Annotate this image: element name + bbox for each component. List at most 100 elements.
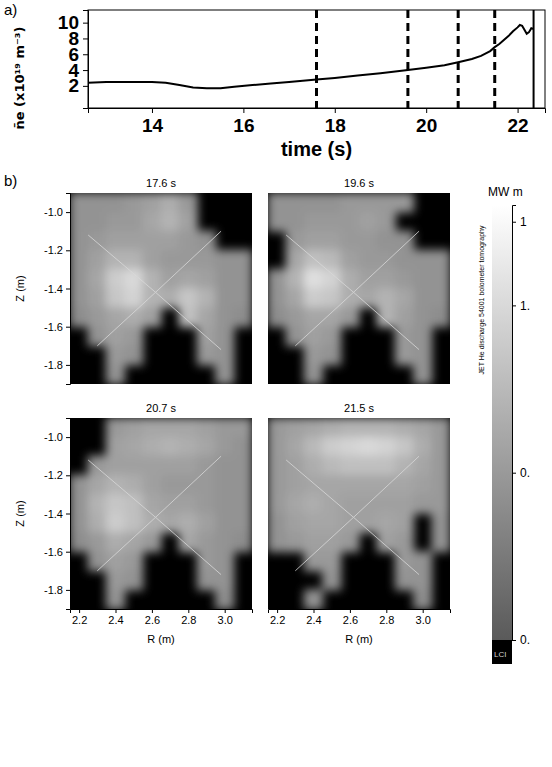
map-cell xyxy=(215,589,234,609)
map-cell xyxy=(215,269,234,289)
tick: -1.4 xyxy=(44,283,70,295)
map-cell xyxy=(88,269,107,289)
map-cell xyxy=(106,231,125,251)
map-cell xyxy=(124,250,143,270)
map-cell xyxy=(304,513,323,533)
tick: 0. xyxy=(512,466,530,480)
x-axis-title: time (s) xyxy=(281,138,352,160)
map-cell xyxy=(106,494,125,514)
panel-title: 21.5 s xyxy=(344,402,374,414)
colorbar: LCI11.0.0.MW mJET He discharge 54001 bol… xyxy=(478,185,530,664)
map-cell xyxy=(286,307,305,327)
map-cell xyxy=(233,456,252,476)
map-cell xyxy=(340,475,359,495)
map-cell xyxy=(304,231,323,251)
tick-mark xyxy=(518,108,519,113)
axis-line xyxy=(269,610,451,614)
map-cell xyxy=(106,307,125,327)
map-cell xyxy=(179,288,198,308)
map-cell xyxy=(304,288,323,308)
map-cell xyxy=(106,513,125,533)
tick-mark xyxy=(66,552,70,553)
map-cell xyxy=(215,513,234,533)
map-cell xyxy=(70,269,89,289)
map-cell xyxy=(395,418,414,438)
map-cell xyxy=(340,231,359,251)
map-cell xyxy=(286,475,305,495)
map-cell xyxy=(124,231,143,251)
axis-line xyxy=(83,11,89,109)
map-cell xyxy=(304,494,323,514)
tick-mark xyxy=(512,473,516,474)
map-cell xyxy=(106,269,125,289)
map-cell xyxy=(359,475,378,495)
map-cell xyxy=(304,456,323,476)
map-cell xyxy=(340,418,359,438)
map-cell xyxy=(215,345,234,365)
map-cell xyxy=(88,326,107,346)
separatrix xyxy=(286,235,419,350)
map-cell xyxy=(395,288,414,308)
tick-label: -1.6 xyxy=(44,546,63,558)
map-cell xyxy=(161,250,180,270)
tick-mark xyxy=(66,212,70,213)
time-marker xyxy=(493,10,496,108)
tick-label: 2.2 xyxy=(72,614,87,626)
tick: 2.8 xyxy=(181,609,196,626)
map-cell xyxy=(304,345,323,365)
map-cell xyxy=(395,269,414,289)
map-cell xyxy=(286,513,305,533)
map-cell xyxy=(179,437,198,457)
tick-label: 2.6 xyxy=(145,614,160,626)
map-cell xyxy=(377,250,396,270)
map-cell xyxy=(431,269,450,289)
map-cell xyxy=(124,513,143,533)
map-cell xyxy=(106,570,125,590)
map-cell xyxy=(215,475,234,495)
map-cell xyxy=(70,475,89,495)
map-cell xyxy=(70,532,89,552)
map-cell xyxy=(215,570,234,590)
map-panel: 17.6 s-1.0-1.2-1.4-1.6-1.8Z (m) xyxy=(14,177,253,385)
tick-mark xyxy=(66,590,70,591)
tick-label: 22 xyxy=(508,115,529,136)
map-cell xyxy=(142,212,161,232)
map-cell xyxy=(215,494,234,514)
map-cell xyxy=(431,418,450,438)
tick-label: 2.4 xyxy=(306,614,321,626)
map-cell xyxy=(286,418,305,438)
map-cell xyxy=(268,288,287,308)
map-cell xyxy=(142,288,161,308)
tick-label: -1.0 xyxy=(44,206,63,218)
map-cell xyxy=(161,418,180,438)
map-cell xyxy=(124,532,143,552)
map-cell xyxy=(431,456,450,476)
panel-title: 17.6 s xyxy=(146,177,176,189)
map-cell xyxy=(304,307,323,327)
y-axis: 246810 xyxy=(58,11,89,109)
r-axis: 2.22.42.62.83.0 xyxy=(71,609,253,626)
map-cell xyxy=(88,250,107,270)
map-cell xyxy=(268,437,287,457)
tick: 20 xyxy=(416,108,437,136)
map-cell xyxy=(106,437,125,457)
tick-label: -1.6 xyxy=(44,321,63,333)
map-panel: 19.6 s xyxy=(268,177,451,385)
tick-mark xyxy=(152,108,153,113)
tick-mark xyxy=(79,609,80,613)
map-cell xyxy=(286,231,305,251)
map-cell xyxy=(197,475,216,495)
tick-mark xyxy=(386,609,387,613)
panel-title: 19.6 s xyxy=(344,177,374,189)
map-cell xyxy=(340,437,359,457)
map-cell xyxy=(340,456,359,476)
tick-mark xyxy=(83,38,88,39)
tick: -1.0 xyxy=(44,431,70,443)
map-cell xyxy=(268,532,287,552)
map-cell xyxy=(88,193,107,213)
map-cell xyxy=(233,475,252,495)
colorbar-axis: 11.0.0. xyxy=(512,206,530,648)
tick-label: 3.0 xyxy=(218,614,233,626)
map-cell xyxy=(340,307,359,327)
map-cell xyxy=(142,231,161,251)
